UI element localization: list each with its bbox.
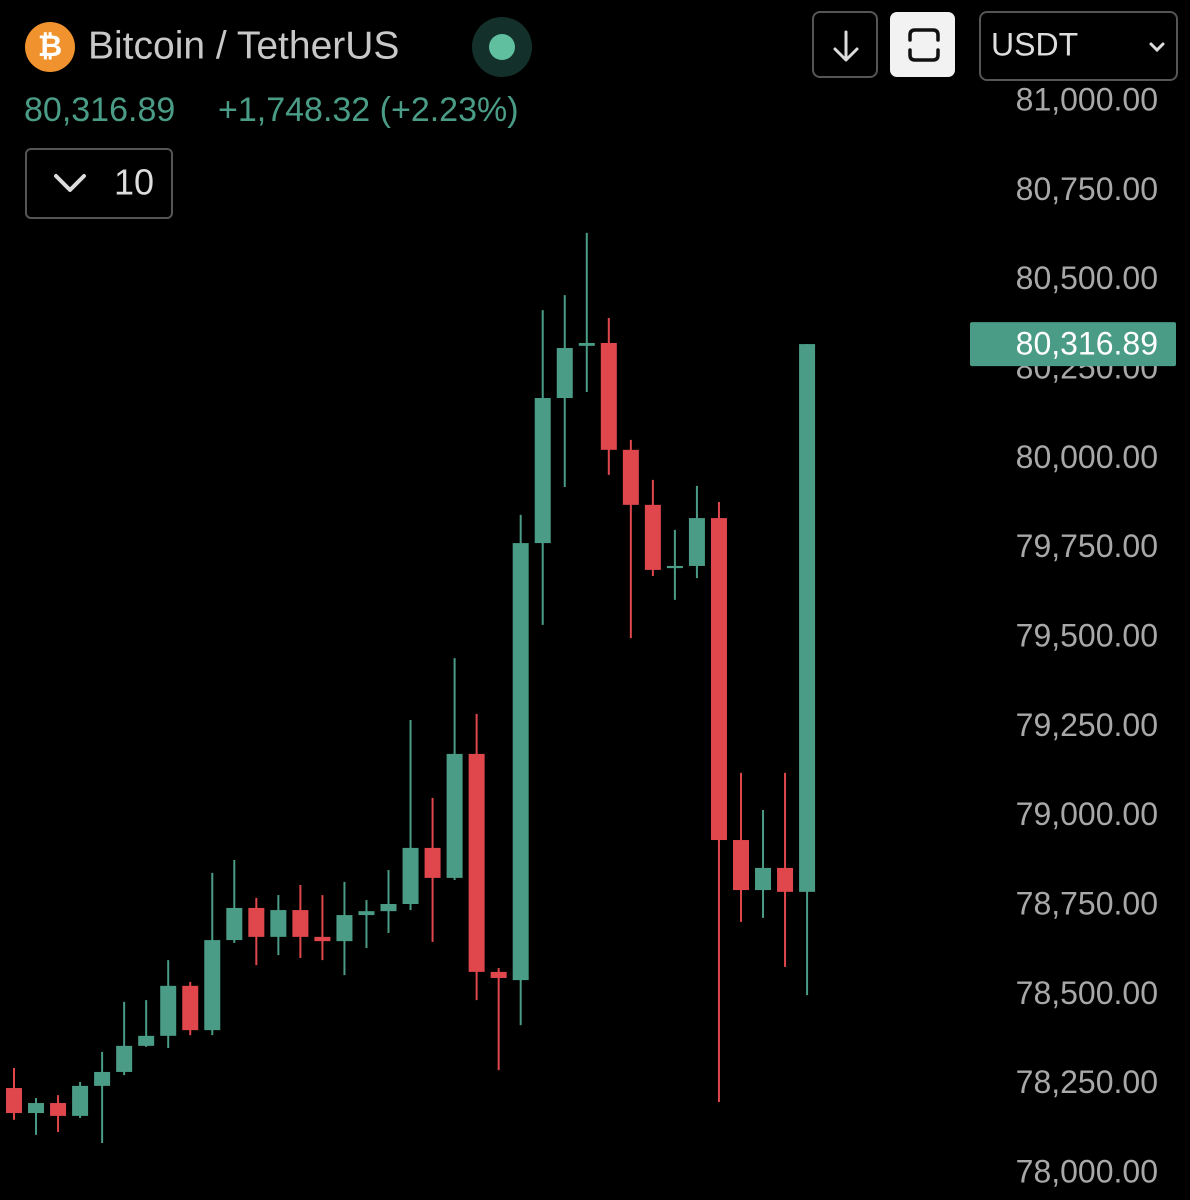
y-tick-label: 79,750.00 (1016, 528, 1158, 564)
currency-chevron (1149, 42, 1165, 53)
candle-body (490, 971, 507, 978)
y-tick-label: 80,000.00 (1016, 439, 1158, 475)
candle-body (512, 543, 529, 981)
status-dot (489, 34, 515, 60)
y-tick-label: 78,000.00 (1016, 1153, 1158, 1189)
header-bg (0, 0, 800, 80)
candle-body (226, 907, 243, 941)
candle-body (204, 940, 221, 1031)
candle-body (534, 398, 551, 544)
y-tick-label: 79,500.00 (1016, 617, 1158, 653)
candle-body (556, 347, 573, 399)
candle-body (799, 344, 816, 892)
candle-body (424, 847, 441, 878)
candle-body (336, 915, 353, 942)
candle-body (600, 342, 617, 450)
y-tick-label: 78,250.00 (1016, 1064, 1158, 1100)
currency-box[interactable] (979, 11, 1178, 81)
candle-body (292, 910, 309, 937)
candle-body (380, 904, 397, 912)
candle-body (50, 1103, 67, 1116)
last-price: 80,316.89 (24, 91, 175, 129)
coin-icon (25, 22, 75, 72)
candle-body (138, 1035, 155, 1046)
y-tick-label: 79,000.00 (1016, 796, 1158, 832)
candle-body (28, 1103, 45, 1114)
candle-body (710, 518, 727, 841)
candle-body (72, 1085, 89, 1116)
candle-body (402, 847, 419, 904)
download-icon (833, 30, 859, 62)
fullscreen-button[interactable] (890, 12, 955, 77)
interval-button[interactable]: 10 (25, 148, 173, 219)
candle-body (6, 1088, 22, 1114)
price-axis: 81,000.0080,750.0080,500.0080,250.0080,0… (970, 81, 1176, 1189)
y-tick-label: 80,500.00 (1016, 260, 1158, 296)
candle-body (666, 565, 683, 569)
candle-body (622, 449, 639, 505)
candle-body (755, 867, 772, 891)
symbol-title: Bitcoin / TetherUS (88, 24, 399, 67)
y-tick-label: 78,750.00 (1016, 885, 1158, 921)
candle-body (644, 504, 661, 570)
candle-body (314, 936, 331, 942)
plot-area (6, 232, 816, 1144)
candle-body (248, 907, 265, 937)
candle-body (732, 840, 749, 891)
candle-body (446, 753, 463, 878)
y-tick-label: 81,000.00 (1016, 81, 1158, 117)
y-tick-label: 78,500.00 (1016, 975, 1158, 1011)
currency-label[interactable]: USDT (991, 26, 1078, 62)
candle-body (182, 985, 199, 1031)
fullscreen-box[interactable] (890, 12, 955, 77)
currency-select[interactable]: USDT (979, 11, 1178, 81)
price-tag (970, 322, 1176, 367)
chevron (54, 174, 86, 192)
price-change: +1,748.32 (+2.23%) (218, 91, 519, 129)
download-button[interactable] (812, 11, 878, 78)
price-tag-label: 80,316.89 (1016, 326, 1158, 362)
candle-body (777, 867, 794, 892)
y-tick-label: 79,250.00 (1016, 707, 1158, 743)
candle-body (688, 518, 705, 566)
y-tick-label: 80,750.00 (1016, 171, 1158, 207)
candle-body (94, 1071, 111, 1086)
candle-body (578, 342, 595, 346)
interval-box[interactable] (25, 148, 173, 219)
fullscreen-icon (908, 28, 940, 62)
interval-label[interactable]: 10 (114, 162, 154, 203)
candle-body (358, 911, 375, 916)
candle-body (468, 753, 485, 972)
candle-body (270, 910, 287, 937)
candle-body (116, 1045, 133, 1072)
coin-symbol: ₿ (38, 30, 62, 63)
candle-body (160, 985, 177, 1036)
